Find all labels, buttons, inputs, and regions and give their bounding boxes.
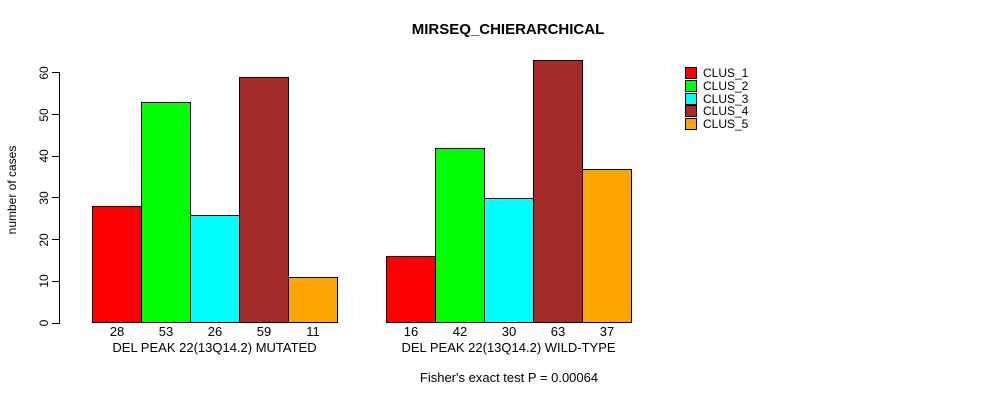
- y-axis-tick: [52, 239, 60, 241]
- bar-clus_2-group1: [141, 102, 191, 323]
- bar-value-label: 30: [501, 324, 517, 339]
- y-axis-tick-label: 30: [37, 191, 51, 205]
- x-axis-group-label: DEL PEAK 22(13Q14.2) MUTATED: [112, 340, 317, 355]
- fisher-test-annotation: Fisher's exact test P = 0.00064: [419, 370, 599, 385]
- legend-item-clus_4: CLUS_4: [685, 105, 748, 118]
- bar-value-label: 26: [207, 324, 223, 339]
- y-axis-tick-label: 50: [37, 107, 51, 122]
- legend-swatch-clus_1: [685, 67, 697, 80]
- legend: CLUS_1 CLUS_2 CLUS_3 CLUS_4 CLUS_5: [685, 67, 748, 131]
- y-axis-tick: [52, 114, 60, 115]
- y-axis-tick-label: 20: [37, 232, 51, 247]
- bar-value-label: 16: [403, 324, 419, 339]
- bar-value-label: 53: [158, 324, 174, 339]
- legend-item-clus_1: CLUS_1: [685, 67, 748, 80]
- bar-clus_1-group2: [386, 256, 436, 323]
- bar-value-label: 42: [452, 324, 468, 339]
- y-axis-tick: [52, 72, 60, 74]
- legend-item-clus_2: CLUS_2: [685, 80, 748, 93]
- legend-label: CLUS_2: [703, 79, 749, 94]
- y-axis-tick: [52, 197, 60, 199]
- bar-clus_3-group2: [484, 198, 534, 323]
- y-axis-tick: [52, 155, 60, 157]
- bar-clus_3-group1: [190, 215, 240, 323]
- bar-clus_5-group1: [288, 277, 338, 323]
- bar-value-label: 11: [306, 324, 320, 339]
- bar-clus_4-group1: [239, 77, 289, 323]
- bar-value-label: 37: [599, 324, 615, 339]
- bar-clus_5-group2: [582, 169, 632, 323]
- y-axis-tick-label: 60: [37, 66, 51, 80]
- y-axis-tick-label: 0: [37, 319, 51, 327]
- bar-clus_2-group2: [435, 148, 485, 323]
- bar-value-label: 59: [256, 324, 272, 339]
- y-axis-tick: [52, 322, 60, 324]
- bar-clus_4-group2: [533, 60, 583, 323]
- legend-swatch-clus_4: [685, 105, 697, 118]
- y-axis-tick-label: 40: [37, 149, 51, 163]
- bar-value-label: 28: [109, 324, 125, 339]
- legend-label: CLUS_1: [703, 66, 749, 81]
- legend-swatch-clus_2: [685, 80, 697, 93]
- y-axis-tick: [52, 280, 60, 282]
- x-axis-group-label: DEL PEAK 22(13Q14.2) WILD-TYPE: [401, 340, 616, 355]
- legend-label: CLUS_3: [703, 91, 749, 106]
- legend-swatch-clus_3: [685, 92, 697, 105]
- y-axis-label: number of cases: [5, 145, 19, 235]
- bar-clus_1-group1: [92, 206, 142, 323]
- legend-item-clus_5: CLUS_5: [685, 118, 748, 131]
- chart-title: MIRSEQ_CHIERARCHICAL: [411, 21, 605, 38]
- legend-label: CLUS_5: [703, 117, 749, 132]
- legend-label: CLUS_4: [703, 104, 749, 119]
- bar-value-label: 63: [550, 324, 566, 339]
- y-axis-tick-label: 10: [37, 274, 51, 288]
- legend-item-clus_3: CLUS_3: [685, 92, 748, 105]
- legend-swatch-clus_5: [685, 118, 697, 131]
